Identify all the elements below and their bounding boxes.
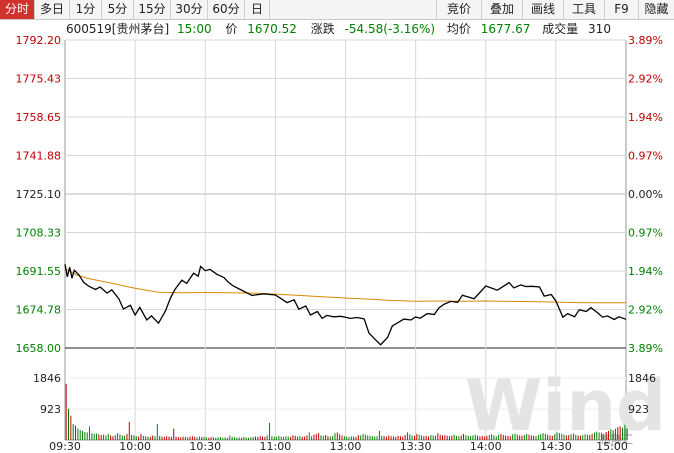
pct-tick-3: 0.97%	[628, 150, 663, 163]
time-tick-4: 13:00	[330, 440, 362, 453]
vol-tick-left-1: 923	[40, 403, 61, 416]
volume-axis-labels: 1846 1846 923 923	[33, 372, 656, 416]
price-tick-5: 1708.33	[16, 227, 62, 240]
time-tick-6: 14:00	[470, 440, 502, 453]
tab-3[interactable]: 5分	[102, 0, 134, 19]
tab-2[interactable]: 1分	[70, 0, 102, 19]
price-tick-8: 1658.00	[16, 342, 62, 355]
pct-tick-0: 3.89%	[628, 34, 663, 47]
price-tick-2: 1758.65	[16, 111, 62, 124]
price-tick-6: 1691.55	[16, 265, 62, 278]
price-tick-7: 1674.78	[16, 304, 62, 317]
tab-5[interactable]: 30分	[171, 0, 208, 19]
change-label: 涨跌	[310, 22, 335, 36]
time-tick-8: 15:00	[596, 440, 628, 453]
volume-bars	[65, 383, 628, 440]
pct-tick-6: 1.94%	[628, 265, 663, 278]
tab-4[interactable]: 15分	[134, 0, 171, 19]
pct-tick-1: 2.92%	[628, 73, 663, 86]
tab-0[interactable]: 分时	[0, 0, 35, 19]
avg-value: 1677.67	[480, 22, 531, 36]
time-tick-1: 10:00	[119, 440, 151, 453]
quote-info-bar: 600519[贵州茅台] 15:00 价 1670.52 涨跌 -54.58(-…	[66, 20, 626, 39]
quote-time: 15:00	[177, 22, 212, 36]
pct-tick-7: 2.92%	[628, 304, 663, 317]
time-tick-0: 09:30	[49, 440, 81, 453]
price-tick-1: 1775.43	[16, 73, 62, 86]
watermark-text: Wind	[465, 365, 666, 447]
time-axis-labels: 09:30 10:00 10:30 11:00 13:00 13:30 14:00 14:30…	[49, 440, 628, 453]
avg-label: 均价	[446, 22, 471, 36]
price-label: 价	[225, 22, 238, 36]
pct-tick-5: 0.97%	[628, 227, 663, 240]
pct-tick-4: 0.00%	[628, 188, 663, 201]
price-tick-0: 1792.20	[16, 34, 62, 47]
percent-axis-labels: 3.89% 2.92% 1.94% 0.97% 0.00% 0.97% 1.94% 2.92%…	[628, 34, 663, 355]
tool-0[interactable]: 竞价	[436, 0, 482, 19]
time-tick-7: 14:30	[540, 440, 572, 453]
grid-lines	[64, 39, 627, 441]
tab-7[interactable]: 日	[245, 0, 270, 19]
time-tick-5: 13:30	[400, 440, 432, 453]
vol-tick-right-0: 1846	[628, 372, 656, 385]
price-tick-4: 1725.10	[16, 188, 62, 201]
tab-1[interactable]: 多日	[35, 0, 70, 19]
change-value: -54.58(-3.16%)	[344, 22, 436, 36]
vol-tick-left-0: 1846	[33, 372, 61, 385]
time-tick-2: 10:30	[189, 440, 221, 453]
price-tick-3: 1741.88	[16, 150, 62, 163]
price-line	[64, 264, 627, 346]
price-axis-labels: 1792.20 1775.43 1758.65 1741.88 1725.10 1708.…	[16, 34, 62, 355]
toolbar: 分时 多日 1分 5分 15分 30分 60分日隐藏 F9 工具 画线 叠加 竞价	[0, 0, 674, 20]
time-tick-3: 11:00	[260, 440, 292, 453]
avg-price-line	[64, 268, 626, 304]
volume-label: 成交量	[542, 22, 579, 36]
volume-value: 310	[588, 22, 611, 36]
price-value: 1670.52	[247, 22, 297, 36]
vol-tick-right-1: 923	[628, 403, 649, 416]
pct-tick-2: 1.94%	[628, 111, 663, 124]
tab-6[interactable]: 60分	[208, 0, 245, 19]
pct-tick-8: 3.89%	[628, 342, 663, 355]
stock-code-name: 600519[贵州茅台]	[66, 22, 170, 36]
